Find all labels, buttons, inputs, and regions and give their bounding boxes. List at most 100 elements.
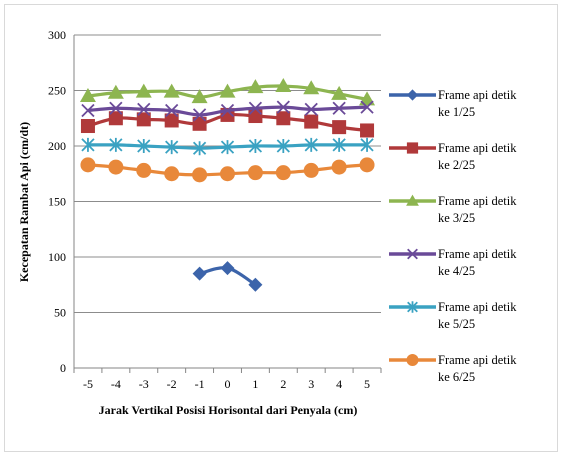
data-point xyxy=(80,157,96,173)
series-6 xyxy=(80,157,375,183)
data-point xyxy=(276,139,290,153)
data-point xyxy=(81,103,95,118)
data-point xyxy=(191,89,208,104)
data-point xyxy=(79,88,96,103)
series-4 xyxy=(81,100,374,122)
data-point xyxy=(109,101,123,115)
data-point xyxy=(248,139,263,153)
data-point xyxy=(220,103,235,118)
series-layer xyxy=(79,78,376,292)
data-point xyxy=(304,114,319,129)
legend-entry-1: Frame api detik ke 1/25 xyxy=(389,88,517,119)
data-point xyxy=(108,111,123,126)
x-tick-label: -5 xyxy=(83,377,93,391)
legend-label: ke 3/25 xyxy=(438,211,475,225)
x-tick-label: 1 xyxy=(252,377,258,391)
legend-marker xyxy=(407,301,418,313)
y-axis-title: Kecepatan Rambat Api (cm/dt) xyxy=(17,122,31,282)
data-point xyxy=(332,101,346,115)
data-point xyxy=(332,120,347,135)
data-point xyxy=(165,140,179,155)
data-point xyxy=(220,140,235,155)
data-point xyxy=(331,85,348,100)
y-tick-label: 250 xyxy=(48,84,66,98)
x-tick-label: -2 xyxy=(167,377,177,391)
data-point xyxy=(135,83,152,98)
legend-label: ke 4/25 xyxy=(438,264,475,278)
legend-label: ke 1/25 xyxy=(438,105,475,119)
legend-entry-5: Frame api detik ke 5/25 xyxy=(389,300,517,331)
data-point xyxy=(248,109,263,124)
data-point xyxy=(219,83,236,98)
data-point xyxy=(304,137,318,152)
data-point xyxy=(359,157,375,173)
data-point xyxy=(137,102,151,117)
chart-frame xyxy=(4,4,558,452)
data-point xyxy=(331,159,347,175)
legend-label: Frame api detik xyxy=(438,353,517,367)
data-point xyxy=(137,139,151,153)
y-tick-label: 100 xyxy=(48,250,66,264)
legend-label: Frame api detik xyxy=(438,141,517,155)
data-point xyxy=(80,119,95,134)
legend-entry-6: Frame api detik ke 6/25 xyxy=(389,353,517,384)
data-point xyxy=(248,101,263,115)
data-point xyxy=(303,80,320,95)
legend-label: ke 2/25 xyxy=(438,158,475,172)
legend-label: ke 5/25 xyxy=(438,317,475,331)
data-point xyxy=(109,137,123,152)
data-point xyxy=(164,166,180,182)
data-point xyxy=(275,165,291,181)
y-tick-label: 50 xyxy=(54,306,66,320)
data-point xyxy=(360,123,375,138)
data-point xyxy=(304,102,318,117)
x-tick-label: -1 xyxy=(195,377,205,391)
x-axis-title: Jarak Vertikal Posisi Horisontal dari Pe… xyxy=(99,403,358,417)
y-tick-label: 300 xyxy=(48,28,66,42)
data-point xyxy=(360,100,374,114)
data-point xyxy=(136,162,152,178)
data-point xyxy=(192,116,207,131)
data-point xyxy=(163,83,180,98)
data-point xyxy=(192,266,207,281)
series-5 xyxy=(81,137,374,156)
data-point xyxy=(275,78,292,93)
data-point xyxy=(247,79,264,94)
series-3 xyxy=(79,78,376,106)
x-tick-label: -3 xyxy=(139,377,149,391)
data-point xyxy=(276,100,290,114)
legend: Frame api detik ke 1/25 Frame api detik ke … xyxy=(389,88,517,384)
legend-label: Frame api detik xyxy=(438,247,517,261)
data-point xyxy=(108,159,124,175)
legend-label: Frame api detik xyxy=(438,300,517,314)
series-1 xyxy=(192,261,263,292)
y-tick-label: 150 xyxy=(48,195,66,209)
legend-label: ke 6/25 xyxy=(438,370,475,384)
legend-marker xyxy=(406,194,419,206)
data-point xyxy=(276,111,291,126)
x-tick-label: 2 xyxy=(280,377,286,391)
data-point xyxy=(81,137,95,152)
legend-marker xyxy=(406,354,419,366)
data-point xyxy=(220,166,235,182)
x-tick-label: 3 xyxy=(308,377,314,391)
legend-label: Frame api detik xyxy=(438,88,517,102)
legend-marker xyxy=(406,142,419,154)
data-point xyxy=(192,141,207,156)
x-tick-label: 0 xyxy=(225,377,231,391)
data-point xyxy=(192,167,208,183)
data-point xyxy=(247,165,263,181)
y-tick-label: 0 xyxy=(60,361,66,375)
data-point xyxy=(360,137,374,152)
y-tick-label: 200 xyxy=(48,139,66,153)
data-point xyxy=(303,162,319,178)
data-point xyxy=(220,261,235,276)
axes: 0 50 100 150 200 250 300 -5 -4 -3 -2 -1 0 1 2 3 4 5 xyxy=(48,28,382,391)
data-point xyxy=(192,108,207,122)
data-point xyxy=(136,112,151,127)
legend-entry-3: Frame api detik ke 3/25 xyxy=(389,194,517,225)
legend-entry-2: Frame api detik ke 2/25 xyxy=(389,141,517,172)
legend-label: Frame api detik xyxy=(438,194,517,208)
x-tick-label: 4 xyxy=(336,377,342,391)
